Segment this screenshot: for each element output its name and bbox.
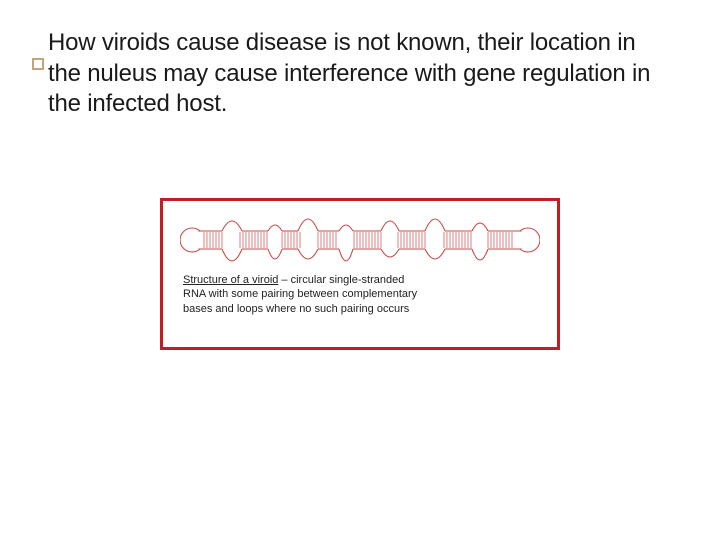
caption-line-2: RNA with some pairing between complement…: [183, 288, 417, 300]
caption-title: Structure of a viroid: [183, 274, 278, 286]
figure-card: Structure of a viroid – circular single-…: [160, 198, 560, 350]
main-paragraph: How viroids cause disease is not known, …: [48, 28, 668, 120]
caption-line-3: bases and loops where no such pairing oc…: [183, 303, 409, 315]
figure-caption: Structure of a viroid – circular single-…: [183, 273, 537, 316]
caption-rest-1: – circular single-stranded: [278, 274, 404, 286]
bullet-box-icon: [32, 58, 44, 70]
viroid-diagram: [180, 209, 540, 269]
slide: How viroids cause disease is not known, …: [0, 0, 720, 540]
